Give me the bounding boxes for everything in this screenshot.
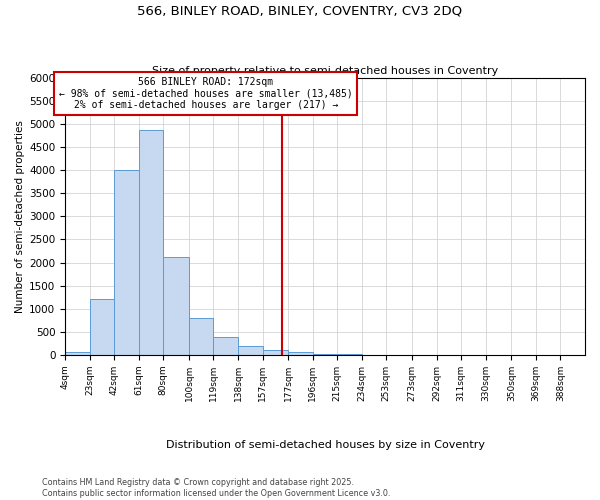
Bar xyxy=(139,130,163,355)
Bar xyxy=(65,352,89,355)
Bar xyxy=(89,298,114,355)
Bar xyxy=(238,346,263,355)
Y-axis label: Number of semi-detached properties: Number of semi-detached properties xyxy=(15,120,25,313)
Text: 566, BINLEY ROAD, BINLEY, COVENTRY, CV3 2DQ: 566, BINLEY ROAD, BINLEY, COVENTRY, CV3 … xyxy=(137,5,463,18)
Bar xyxy=(189,318,214,355)
Bar xyxy=(289,352,313,355)
Bar xyxy=(313,354,337,355)
Text: 566 BINLEY ROAD: 172sqm
← 98% of semi-detached houses are smaller (13,485)
2% of: 566 BINLEY ROAD: 172sqm ← 98% of semi-de… xyxy=(59,77,353,110)
Bar xyxy=(263,350,289,355)
Text: Contains HM Land Registry data © Crown copyright and database right 2025.
Contai: Contains HM Land Registry data © Crown c… xyxy=(42,478,391,498)
Bar xyxy=(114,170,139,355)
Bar xyxy=(214,336,238,355)
Bar xyxy=(163,258,189,355)
X-axis label: Distribution of semi-detached houses by size in Coventry: Distribution of semi-detached houses by … xyxy=(166,440,485,450)
Title: Size of property relative to semi-detached houses in Coventry: Size of property relative to semi-detach… xyxy=(152,66,498,76)
Bar xyxy=(337,354,362,355)
